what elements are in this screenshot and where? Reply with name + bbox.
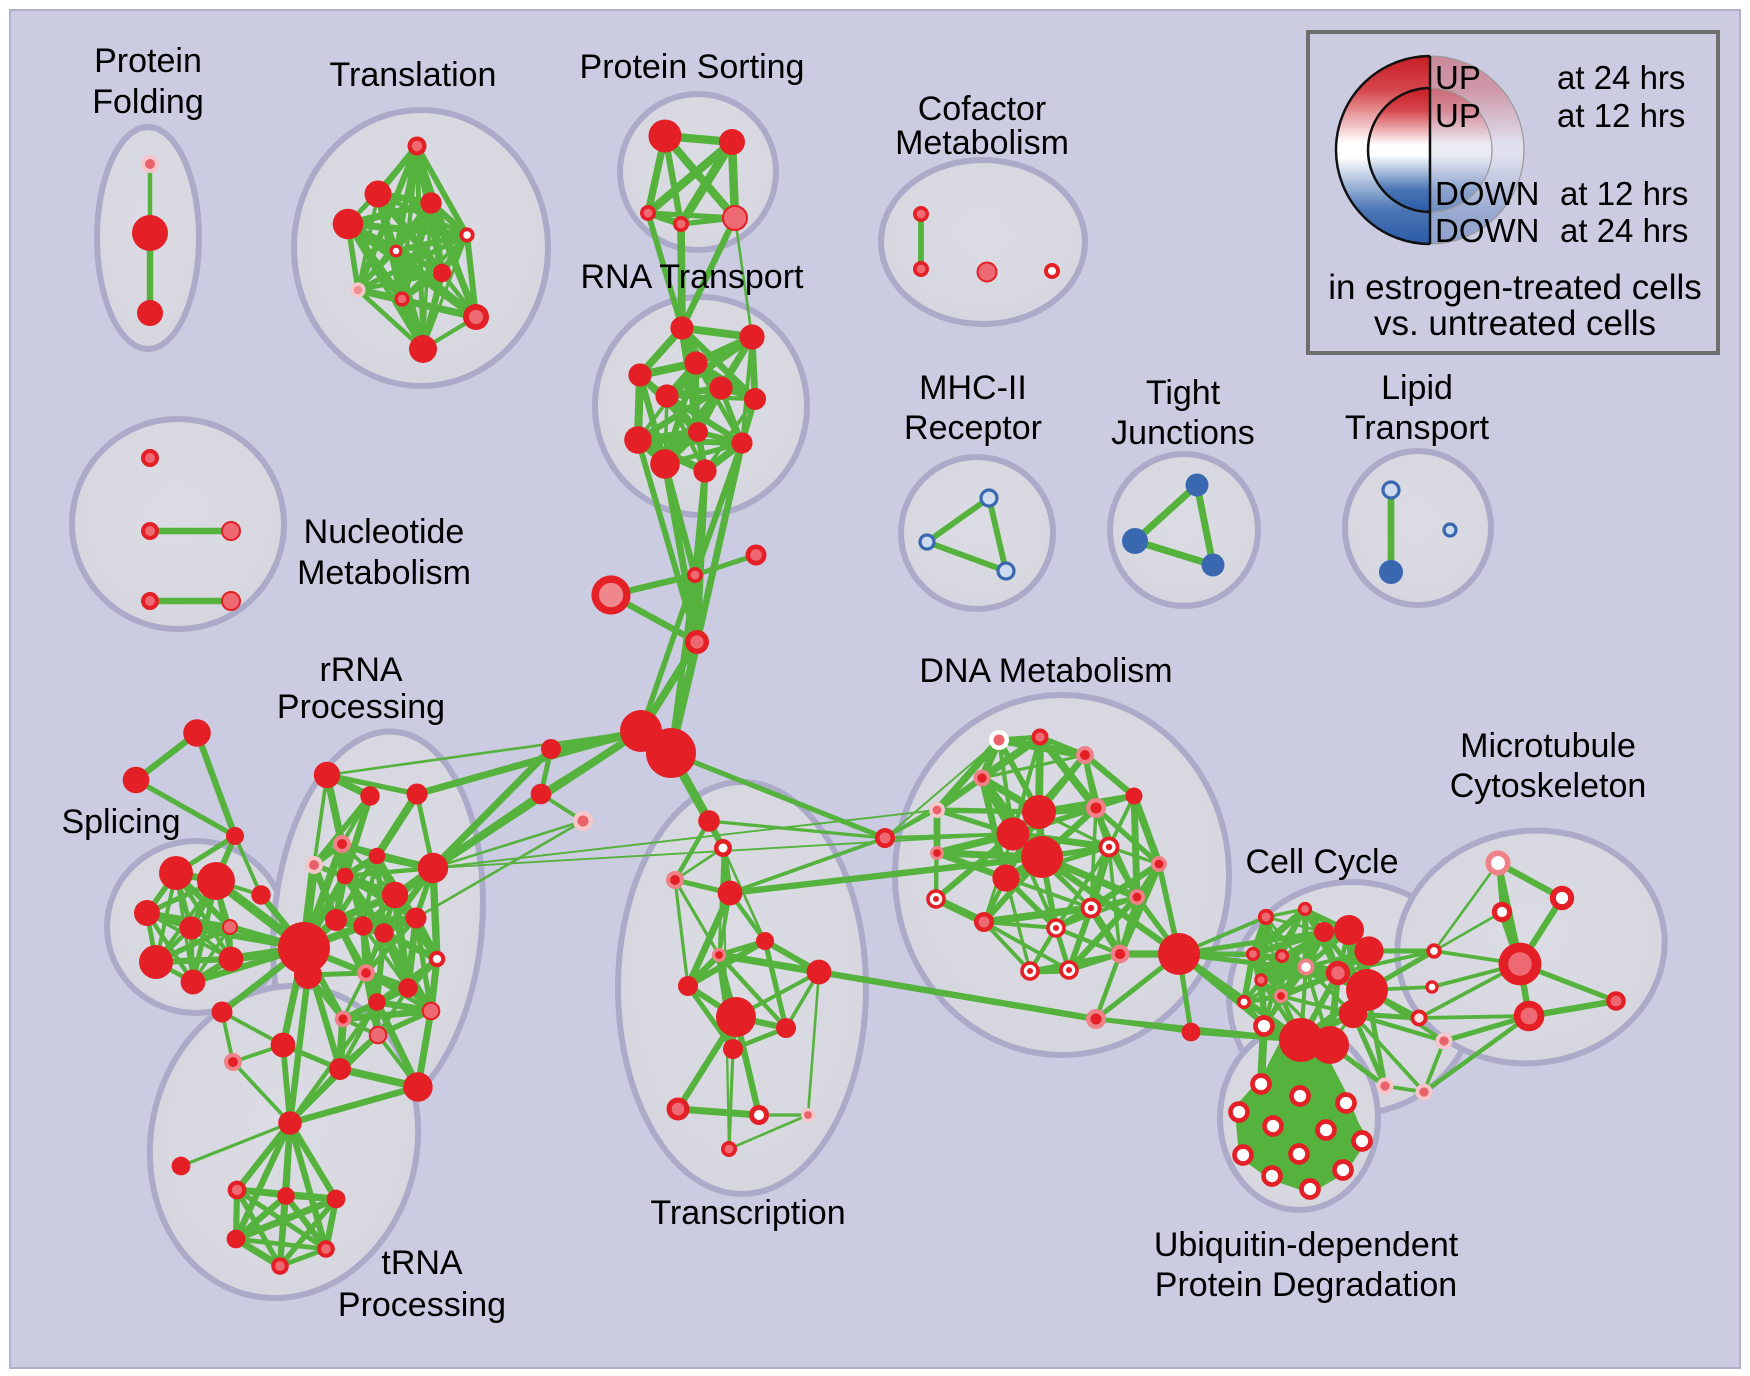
svg-text:Transport: Transport [1345,409,1490,447]
svg-text:at 24 hrs: at 24 hrs [1557,59,1685,96]
svg-text:Cofactor: Cofactor [918,90,1047,128]
svg-text:DOWN: DOWN [1435,212,1539,249]
svg-text:rRNA: rRNA [319,651,402,689]
svg-text:at 12 hrs: at 12 hrs [1560,175,1688,212]
svg-text:Tight: Tight [1146,374,1221,412]
svg-text:Metabolism: Metabolism [297,554,471,592]
svg-text:Lipid: Lipid [1381,369,1453,407]
svg-text:Microtubule: Microtubule [1460,727,1636,765]
svg-text:Folding: Folding [92,83,204,121]
svg-text:RNA Transport: RNA Transport [581,258,805,296]
svg-text:Junctions: Junctions [1111,414,1255,452]
svg-text:at 24 hrs: at 24 hrs [1560,212,1688,249]
svg-text:Protein Degradation: Protein Degradation [1155,1266,1457,1304]
svg-text:Protein: Protein [94,42,202,80]
svg-text:MHC-II: MHC-II [919,369,1027,407]
svg-text:at 12 hrs: at 12 hrs [1557,97,1685,134]
svg-text:Translation: Translation [330,56,497,94]
svg-text:Ubiquitin-dependent: Ubiquitin-dependent [1154,1226,1459,1264]
svg-text:in estrogen-treated cells: in estrogen-treated cells [1328,268,1702,307]
svg-text:Receptor: Receptor [904,409,1042,447]
svg-text:Metabolism: Metabolism [895,124,1069,162]
svg-text:Processing: Processing [277,688,445,726]
svg-text:Transcription: Transcription [650,1194,845,1232]
svg-text:DOWN: DOWN [1435,175,1539,212]
svg-text:UP: UP [1435,97,1481,134]
svg-text:tRNA: tRNA [381,1244,463,1282]
svg-text:UP: UP [1435,59,1481,96]
svg-text:Nucleotide: Nucleotide [304,513,465,551]
svg-text:Cytoskeleton: Cytoskeleton [1450,767,1647,805]
svg-text:Processing: Processing [338,1286,506,1324]
svg-text:Protein Sorting: Protein Sorting [580,48,805,86]
svg-text:DNA Metabolism: DNA Metabolism [919,652,1172,690]
svg-text:Cell Cycle: Cell Cycle [1245,843,1398,881]
svg-text:Splicing: Splicing [61,803,180,841]
svg-text:vs. untreated cells: vs. untreated cells [1374,304,1656,343]
